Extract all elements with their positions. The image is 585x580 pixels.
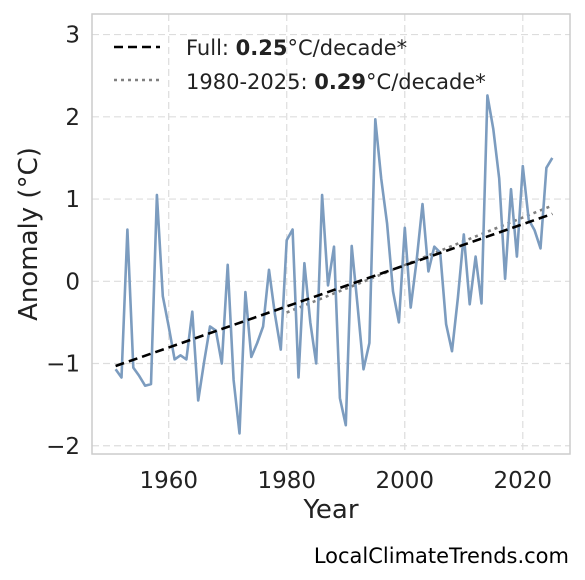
y-tick-label: 0 (65, 269, 80, 295)
x-tick-label: 2020 (494, 468, 553, 494)
x-tick-labels: 1960 1980 2000 2020 (139, 468, 552, 494)
legend-label-full-trend: Full: 0.25°C/decade* (186, 36, 407, 60)
y-axis-label: Anomaly (°C) (14, 147, 44, 321)
legend-label-recent-trend: 1980-2025: 0.29°C/decade* (186, 70, 486, 94)
x-tick-label: 1960 (139, 468, 198, 494)
watermark: LocalClimateTrends.com (313, 544, 569, 568)
full-trend-line (115, 212, 553, 368)
y-tick-labels: −2 −1 0 1 2 3 (46, 23, 80, 460)
legend-label-recent-value: 0.29 (314, 70, 366, 94)
x-axis-label: Year (302, 495, 358, 525)
y-tick-label: 1 (65, 187, 80, 213)
legend-label-full-value: 0.25 (236, 36, 288, 60)
series-layer (114, 94, 554, 435)
legend-label-recent-suffix: °C/decade* (366, 70, 486, 94)
y-tick-label: −1 (46, 352, 80, 378)
legend: Full: 0.25°C/decade* 1980-2025: 0.29°C/d… (114, 36, 486, 94)
plot-background (92, 14, 570, 454)
x-tick-label: 1980 (257, 468, 316, 494)
y-tick-label: −2 (46, 434, 80, 460)
legend-label-full-prefix: Full: (186, 36, 236, 60)
y-tick-label: 3 (65, 23, 80, 49)
legend-label-recent-prefix: 1980-2025: (186, 70, 314, 94)
x-tick-label: 2000 (375, 468, 434, 494)
anomaly-series-line (114, 94, 554, 435)
y-tick-label: 2 (65, 105, 80, 131)
anomaly-chart: 1960 1980 2000 2020 −2 −1 0 1 2 3 Year Anomaly (… (14, 13, 571, 525)
plot-frame (91, 13, 571, 455)
legend-label-full-suffix: °C/decade* (288, 36, 408, 60)
